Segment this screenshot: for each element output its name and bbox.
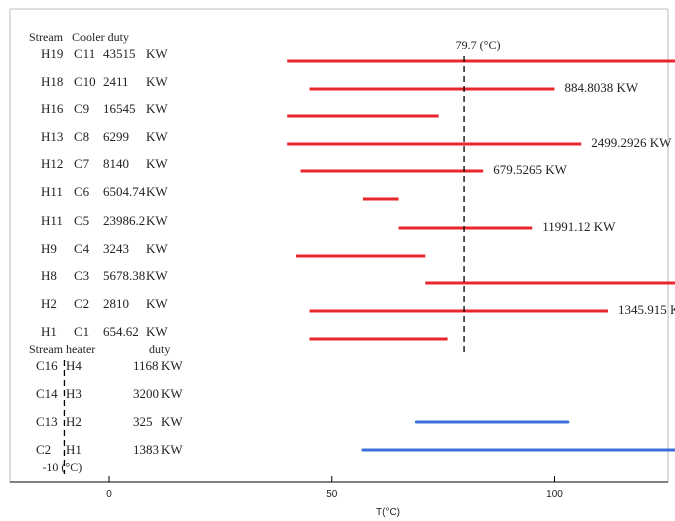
cooler-row-unit: KW	[146, 184, 168, 199]
cooler-row-annotation: 679.5265 KW	[493, 162, 567, 177]
cooler-row-duty: 6299	[103, 129, 129, 144]
cooler-row-cold: C3	[74, 268, 89, 283]
heater-row-duty: 325	[133, 414, 153, 429]
cooler-row-hot: H12	[41, 156, 63, 171]
cooler-row-hot: H1	[41, 324, 57, 339]
cooler-row-unit: KW	[146, 74, 168, 89]
cooler-row-unit: KW	[146, 241, 168, 256]
x-tick-label: 50	[326, 489, 338, 500]
heater-row-duty: 3200	[133, 386, 159, 401]
cooler-row-unit: KW	[146, 296, 168, 311]
x-tick-label: 100	[546, 489, 563, 500]
cooler-row-unit: KW	[146, 324, 168, 339]
cooler-row-cold: C5	[74, 213, 89, 228]
heater-row-duty: 1168	[133, 358, 159, 373]
heater-row-hot: H3	[66, 386, 82, 401]
cooler-row-cold: C2	[74, 296, 89, 311]
cooler-row-cold: C6	[74, 184, 90, 199]
cooler-row-duty: 43515	[103, 46, 136, 61]
cooler-row-duty: 23986.2	[103, 213, 145, 228]
cooler-row-hot: H16	[41, 101, 64, 116]
heater-row-hot: H1	[66, 442, 82, 457]
cooler-row-duty: 5678.38	[103, 268, 145, 283]
cooler-row-unit: KW	[146, 213, 168, 228]
cooler-row-annotation: 11991.12 KW	[542, 219, 616, 234]
cooler-row-duty: 16545	[103, 101, 136, 116]
cooler-row-hot: H11	[41, 213, 63, 228]
cooler-row-annotation: 1345.915 KW	[618, 302, 675, 317]
heater-row-unit: KW	[161, 442, 183, 457]
heater-row-cold: C14	[36, 386, 58, 401]
cooler-threshold-label: 79.7 (°C)	[456, 38, 501, 52]
cooler-row-annotation: 884.8038 KW	[565, 80, 639, 95]
cooler-row-cold: C10	[74, 74, 96, 89]
cooler-row-duty: 8140	[103, 156, 129, 171]
heater-header-duty: duty	[149, 342, 170, 356]
cooler-row-duty: 2411	[103, 74, 129, 89]
cooler-row-annotation: 2499.2926 KW	[591, 135, 672, 150]
cooler-row-unit: KW	[146, 156, 168, 171]
cooler-header-duty: Cooler duty	[72, 30, 129, 44]
plot-frame	[9, 8, 669, 482]
cooler-row-unit: KW	[146, 268, 168, 283]
heater-row-cold: C16	[36, 358, 58, 373]
cooler-row-cold: C1	[74, 324, 89, 339]
cooler-row-duty: 2810	[103, 296, 129, 311]
cooler-row-hot: H18	[41, 74, 63, 89]
heater-row-cold: C2	[36, 442, 51, 457]
cooler-row-cold: C11	[74, 46, 95, 61]
cooler-row-hot: H9	[41, 241, 57, 256]
cooler-row-duty: 3243	[103, 241, 129, 256]
cooler-row-cold: C4	[74, 241, 90, 256]
cooler-row-hot: H11	[41, 184, 63, 199]
heater-row-duty: 1383	[133, 442, 159, 457]
cooler-row-unit: KW	[146, 101, 168, 116]
cooler-row-hot: H2	[41, 296, 57, 311]
x-axis-label: T(°C)	[376, 507, 400, 518]
heater-row-unit: KW	[161, 386, 183, 401]
cooler-row-hot: H8	[41, 268, 57, 283]
x-tick-label: 0	[106, 489, 112, 500]
cooler-row-hot: H19	[41, 46, 63, 61]
cooler-row-cold: C7	[74, 156, 90, 171]
heater-row-cold: C13	[36, 414, 58, 429]
heater-row-unit: KW	[161, 358, 183, 373]
cooler-row-hot: H13	[41, 129, 63, 144]
cooler-header-stream: Stream	[29, 30, 64, 44]
cooler-row-cold: C8	[74, 129, 89, 144]
x-axis: 050100150200250	[10, 476, 668, 500]
heater-row-unit: KW	[161, 414, 183, 429]
heater-threshold-label: -10 (°C)	[42, 460, 82, 474]
heater-row-hot: H4	[66, 358, 82, 373]
cooler-row-cold: C9	[74, 101, 89, 116]
cooler-row-duty: 6504.74	[103, 184, 146, 199]
heater-row-hot: H2	[66, 414, 82, 429]
cooler-row-unit: KW	[146, 46, 168, 61]
cooler-row-unit: KW	[146, 129, 168, 144]
heater-header-stream: Stream heater	[29, 342, 95, 356]
cooler-row-duty: 654.62	[103, 324, 139, 339]
